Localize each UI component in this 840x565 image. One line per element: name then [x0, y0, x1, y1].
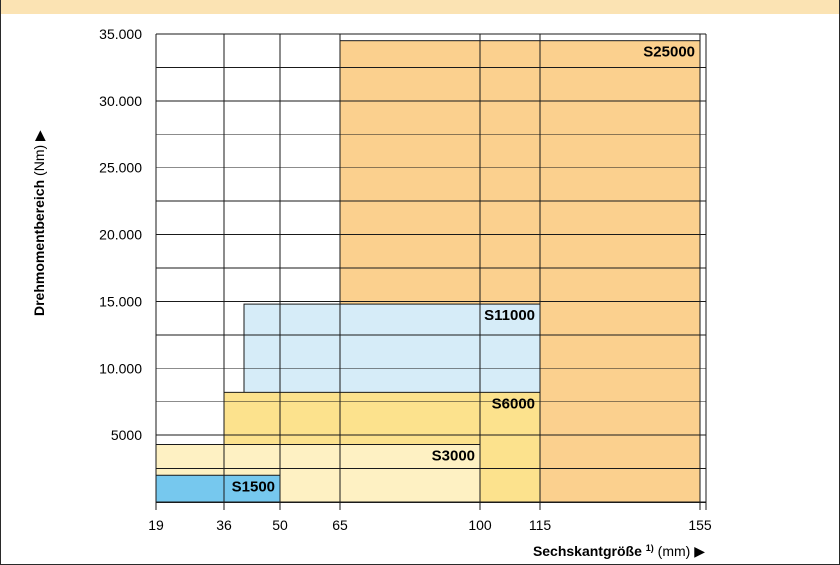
- y-axis-ticks: 5000 10.000 15.000 20.000 25.000 30.000 35.000: [99, 26, 142, 443]
- x-axis-footnote: 1): [646, 543, 654, 553]
- x-axis-title: Sechskantgröße 1) (mm) ▶: [533, 538, 705, 559]
- y-tick-label: 15.000: [99, 293, 142, 309]
- x-axis-arrow: ▶: [694, 543, 705, 559]
- grid-lines: [155, 33, 707, 510]
- x-axis-title-main: Sechskantgröße: [533, 543, 642, 559]
- x-axis-ticks: 19 36 50 65 100 115 155: [148, 517, 712, 533]
- y-axis-unit: (Nm): [31, 145, 47, 176]
- y-tick-label: 10.000: [99, 360, 142, 376]
- y-tick-label: 25.000: [99, 160, 142, 176]
- series-label-s6000: S6000: [492, 395, 535, 412]
- top-banner: [0, 0, 840, 14]
- series-label-s3000: S3000: [432, 448, 475, 465]
- series-labels: S25000 S11000 S6000 S3000 S1500: [232, 44, 695, 496]
- y-axis-arrow: ▶: [31, 130, 47, 141]
- y-axis-title-main: Drehmomentbereich: [31, 180, 47, 316]
- x-tick-label: 115: [529, 517, 552, 533]
- x-tick-label: 19: [148, 517, 164, 533]
- range-rectangles: [155, 40, 701, 503]
- series-label-s11000: S11000: [484, 307, 535, 324]
- y-tick-label: 30.000: [99, 93, 142, 109]
- x-tick-label: 155: [688, 517, 712, 533]
- x-tick-label: 36: [216, 517, 232, 533]
- series-label-s1500: S1500: [232, 478, 275, 495]
- y-axis-title: Drehmomentbereich (Nm) ▶: [31, 130, 47, 316]
- y-tick-label: 5000: [111, 427, 142, 443]
- series-label-s25000: S25000: [643, 44, 695, 61]
- y-tick-label: 20.000: [99, 227, 142, 243]
- x-tick-label: 50: [272, 517, 288, 533]
- y-tick-label: 35.000: [99, 26, 142, 42]
- x-axis-unit: (mm): [658, 543, 691, 559]
- x-tick-label: 100: [468, 517, 492, 533]
- x-tick-label: 65: [332, 517, 348, 533]
